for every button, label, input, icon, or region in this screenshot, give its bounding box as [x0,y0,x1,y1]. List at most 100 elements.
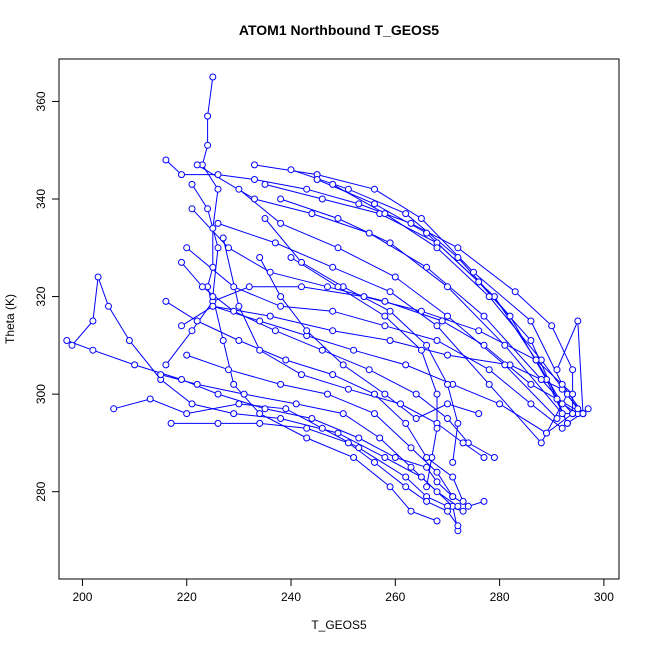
data-point [188,205,196,213]
data-point [188,180,196,188]
x-tick-label: 280 [490,590,510,604]
data-point [324,283,331,291]
data-point [209,302,217,310]
y-axis-label: Theta (K) [3,294,17,344]
data-point [266,312,274,320]
data-point [423,454,431,461]
data-point [329,327,337,335]
data-point [178,171,185,179]
data-point [480,454,488,461]
data-point [329,180,337,188]
data-point [230,410,238,418]
data-point [89,346,97,354]
data-point [308,415,316,422]
data-point [449,473,457,481]
data-point [444,351,451,359]
data-point [454,244,462,252]
data-point [365,366,373,374]
x-tick-label: 220 [177,590,197,604]
data-point [178,258,185,266]
data-point [527,317,535,325]
series-line [186,354,454,497]
data-point [569,410,577,418]
data-point [225,366,232,374]
data-point [204,141,212,149]
data-point [235,337,243,344]
data-point [146,395,154,403]
data-point [334,215,342,222]
series-line [264,218,459,463]
data-point [402,210,410,218]
data-point [318,346,326,354]
data-point [407,444,415,452]
data-point [355,200,363,208]
data-point [131,361,139,369]
series-line [181,305,573,434]
data-point [417,215,425,222]
series-line [113,398,464,512]
data-point [355,444,363,452]
data-point [553,415,561,422]
data-point [423,263,431,271]
data-point [225,244,232,252]
data-point [209,263,217,271]
data-point [386,337,394,344]
series-lines [66,76,589,531]
data-point [558,380,566,388]
data-point [188,400,196,408]
data-point [511,288,519,296]
data-point [433,424,441,432]
data-point [318,195,326,203]
data-point [214,390,222,398]
data-point [444,283,451,291]
data-point [381,312,389,320]
data-point [219,337,227,344]
data-point [407,463,415,471]
data-point [256,254,264,261]
data-point [371,185,378,193]
data-point [444,400,451,408]
data-point [287,166,295,174]
data-point [496,400,504,408]
data-point [386,483,394,491]
data-point [214,171,222,179]
data-point [298,258,305,266]
data-point [193,161,201,169]
data-point [423,497,431,505]
data-point [563,419,571,427]
data-point [235,302,243,310]
data-point [386,307,394,315]
data-point [381,322,389,330]
x-tick-label: 240 [281,590,301,604]
data-point [537,376,545,383]
series-line [66,340,485,507]
data-point [350,454,358,461]
data-point [506,312,514,320]
series-line [165,286,573,395]
data-point [449,458,457,466]
data-point [344,439,352,447]
data-point [480,497,488,505]
data-point [329,307,337,315]
data-point [365,229,373,237]
data-point [198,283,206,291]
data-point [277,219,285,227]
data-point [277,293,285,301]
data-point [344,385,352,393]
data-point [329,263,337,271]
data-point [162,361,170,369]
data-point [68,341,76,349]
data-point [105,302,112,310]
data-point [584,405,592,413]
data-point [183,244,191,252]
data-point [287,254,295,261]
data-point [543,429,550,437]
data-point [292,400,300,408]
data-point [485,366,493,374]
data-point [214,244,222,252]
y-tick-label: 360 [34,91,48,111]
series-line [259,257,479,420]
data-point [256,410,264,418]
data-point [574,405,582,413]
data-point [558,410,566,418]
